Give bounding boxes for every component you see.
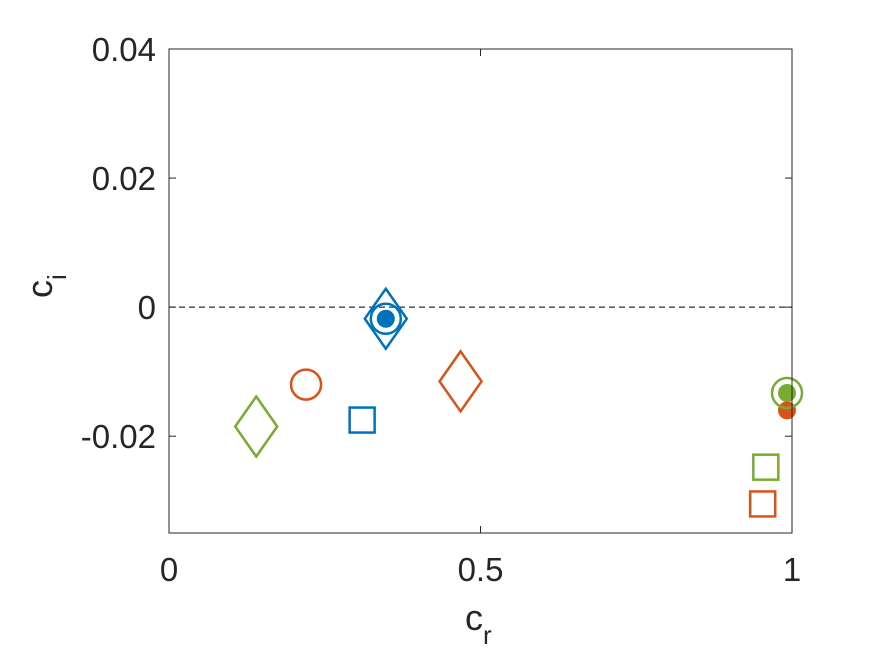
y-axis-title-sub: i <box>42 274 72 280</box>
data-point-diamond <box>233 394 279 459</box>
data-points <box>233 286 804 518</box>
data-point-diamond <box>363 286 409 351</box>
x-tick-label: 0.5 <box>458 551 504 588</box>
data-point-filled-circle <box>778 401 797 420</box>
data-point-square <box>748 490 777 518</box>
plot-area <box>169 49 792 533</box>
y-tick-label: 0 <box>138 289 156 326</box>
axes: 0 0.5 1 -0.02 0 0.02 0.04 <box>81 31 801 588</box>
y-axis-title-base: c <box>19 280 60 298</box>
x-axis-title: cr <box>465 597 492 650</box>
y-axis-title: ci <box>19 274 72 298</box>
data-point-square <box>752 453 780 481</box>
data-point-diamond <box>438 349 484 414</box>
y-tick-label: -0.02 <box>81 418 156 455</box>
data-point-circle <box>770 376 804 410</box>
x-tick-label: 0 <box>160 551 178 588</box>
data-point-filled-circle <box>376 309 395 328</box>
data-point-circle <box>289 368 323 401</box>
data-point-filled-circle <box>778 383 797 402</box>
plot-background <box>169 49 792 533</box>
data-point-circle <box>369 302 403 335</box>
x-axis-title-sub: r <box>483 620 492 650</box>
x-axis-title-base: c <box>465 597 483 638</box>
data-point-square <box>348 406 376 434</box>
y-tick-label: 0.04 <box>92 31 156 68</box>
y-tick-label: 0.02 <box>92 160 156 197</box>
x-tick-label: 1 <box>783 551 801 588</box>
